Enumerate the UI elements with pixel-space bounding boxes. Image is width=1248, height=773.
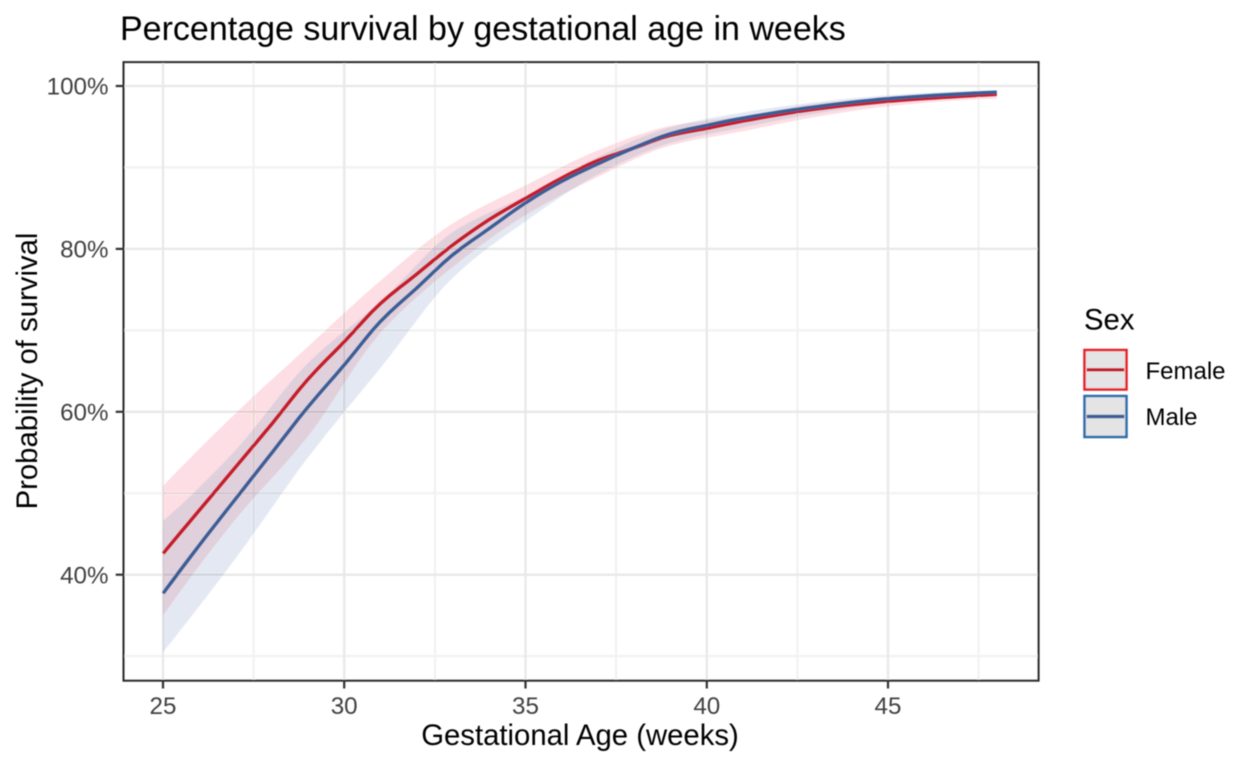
svg-text:Gestational Age (weeks): Gestational Age (weeks) (421, 719, 739, 752)
svg-text:30: 30 (331, 693, 358, 720)
svg-text:Probability of survival: Probability of survival (11, 233, 44, 510)
svg-text:80%: 80% (60, 237, 108, 264)
svg-text:Sex: Sex (1084, 304, 1135, 337)
svg-text:Female: Female (1146, 358, 1226, 385)
svg-text:60%: 60% (60, 400, 108, 427)
svg-text:25: 25 (150, 693, 177, 720)
svg-text:35: 35 (512, 693, 539, 720)
svg-text:Percentage survival by gestati: Percentage survival by gestational age i… (120, 10, 846, 48)
svg-text:40: 40 (693, 693, 720, 720)
svg-text:Male: Male (1146, 404, 1198, 431)
svg-text:100%: 100% (47, 74, 109, 101)
svg-text:40%: 40% (60, 562, 108, 589)
svg-text:45: 45 (875, 693, 902, 720)
